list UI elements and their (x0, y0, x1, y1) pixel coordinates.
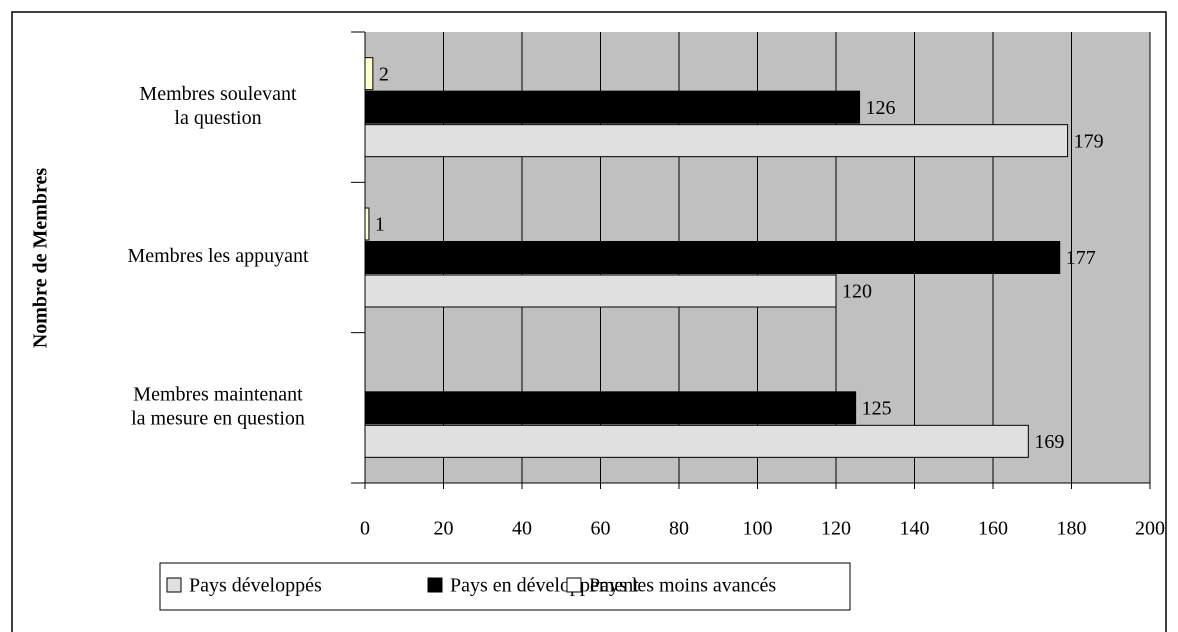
y-axis-label: Nombre de Membres (30, 168, 52, 349)
value-label: 179 (1074, 130, 1104, 152)
value-label: 125 (862, 397, 892, 419)
bar (364, 391, 857, 425)
legend-box (159, 562, 851, 611)
bar (364, 207, 370, 241)
y-tick-label: la question (174, 107, 261, 129)
legend-label: Pays développés (189, 575, 322, 597)
bar (364, 274, 837, 308)
x-tick-label: 120 (821, 518, 851, 540)
legend-swatch (166, 577, 182, 593)
x-tick-label: 20 (434, 518, 454, 540)
x-tick-label: 180 (1057, 518, 1087, 540)
x-tick-label: 100 (743, 518, 773, 540)
x-tick-label: 60 (591, 518, 611, 540)
value-label: 169 (1034, 431, 1064, 453)
x-tick-label: 200 (1135, 518, 1165, 540)
bar (364, 241, 1061, 274)
x-tick-label: 140 (900, 518, 930, 540)
x-tick-label: 80 (669, 518, 689, 540)
bar (364, 90, 861, 124)
frame (11, 11, 1167, 632)
y-tick-label: Membres les appuyant (127, 245, 309, 267)
value-label: 2 (379, 63, 389, 85)
value-label: 120 (842, 281, 872, 303)
y-tick-label: Membres soulevant (139, 83, 297, 105)
y-tick-label: la mesure en question (131, 407, 305, 429)
x-tick-label: 40 (512, 518, 532, 540)
x-tick-label: 160 (978, 518, 1008, 540)
value-label: 126 (866, 97, 896, 119)
bar (364, 57, 374, 91)
bar (364, 124, 1069, 158)
x-tick-label: 0 (360, 518, 370, 540)
legend-swatch (427, 577, 443, 593)
value-label: 177 (1066, 247, 1096, 269)
bar (364, 424, 1029, 458)
value-label: 1 (375, 214, 385, 236)
legend-swatch (566, 577, 582, 593)
legend-label: Pays en développement (450, 575, 639, 597)
y-tick-label: Membres maintenant (133, 383, 303, 405)
legend-label: Pays les moins avancés (589, 575, 776, 597)
